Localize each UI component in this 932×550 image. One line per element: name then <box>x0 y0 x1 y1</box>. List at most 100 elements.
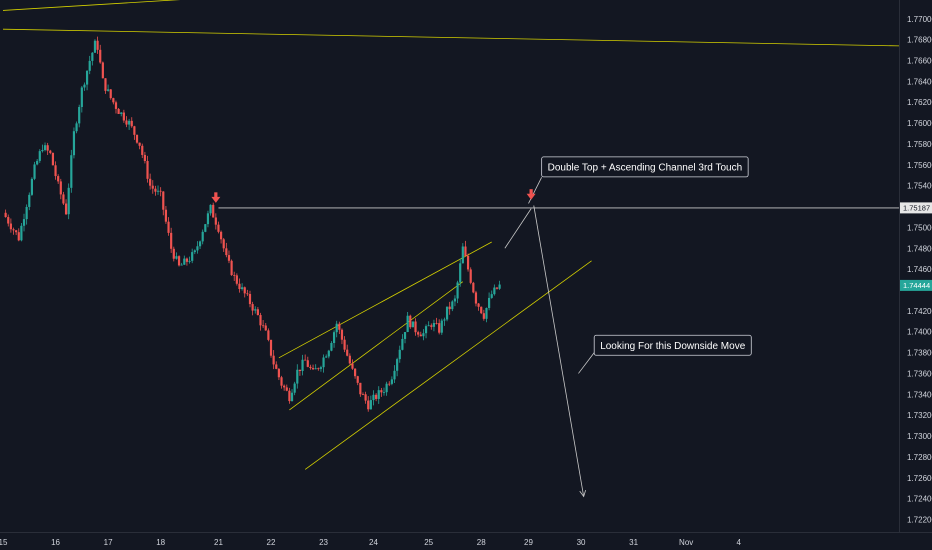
candle[interactable] <box>156 185 160 195</box>
candle[interactable] <box>353 368 357 379</box>
channel-lower-line-4[interactable] <box>304 260 592 470</box>
candle[interactable] <box>283 384 286 391</box>
candle[interactable] <box>330 341 333 352</box>
candle[interactable] <box>75 121 78 134</box>
candle[interactable] <box>83 82 86 91</box>
candle[interactable] <box>17 228 20 242</box>
candle[interactable] <box>477 302 480 311</box>
trendline-line-1[interactable] <box>2 0 345 11</box>
candle[interactable] <box>43 142 47 152</box>
candle[interactable] <box>38 149 41 163</box>
candle[interactable] <box>309 364 312 370</box>
candle[interactable] <box>146 155 149 183</box>
annotation-downside[interactable]: Looking For this Downside Move <box>593 334 752 356</box>
candle[interactable] <box>4 209 7 218</box>
candle[interactable] <box>154 185 157 196</box>
candle[interactable] <box>193 249 196 255</box>
candle[interactable] <box>225 242 228 258</box>
candle[interactable] <box>114 100 118 114</box>
candle[interactable] <box>322 354 325 373</box>
candle[interactable] <box>128 118 131 130</box>
candle[interactable] <box>233 271 236 281</box>
candle[interactable] <box>343 336 346 353</box>
candle[interactable] <box>375 393 378 402</box>
candle[interactable] <box>301 354 304 376</box>
candle[interactable] <box>406 311 409 333</box>
candle[interactable] <box>227 250 231 264</box>
candle[interactable] <box>238 278 241 293</box>
candle[interactable] <box>280 375 283 389</box>
candle[interactable] <box>432 319 436 332</box>
candle[interactable] <box>338 321 341 335</box>
candle[interactable] <box>356 375 359 386</box>
candle[interactable] <box>9 218 12 233</box>
candle[interactable] <box>495 287 499 290</box>
candle[interactable] <box>7 214 10 227</box>
candle[interactable] <box>367 396 370 412</box>
candle[interactable] <box>385 381 388 396</box>
candle[interactable] <box>88 55 91 75</box>
candle[interactable] <box>159 187 162 197</box>
candle[interactable] <box>185 257 189 266</box>
candle[interactable] <box>298 369 302 376</box>
candle[interactable] <box>306 356 309 368</box>
candle[interactable] <box>91 52 94 66</box>
candle[interactable] <box>125 116 128 128</box>
candle[interactable] <box>51 152 55 166</box>
candle[interactable] <box>403 331 407 344</box>
annotation-double-top[interactable]: Double Top + Ascending Channel 3rd Touch <box>541 156 749 178</box>
candle[interactable] <box>435 317 438 325</box>
candle[interactable] <box>175 252 178 260</box>
candle[interactable] <box>304 354 307 361</box>
candle[interactable] <box>319 365 323 372</box>
candle[interactable] <box>72 127 76 159</box>
candle[interactable] <box>440 318 443 335</box>
candle[interactable] <box>36 159 39 166</box>
candle[interactable] <box>151 180 154 194</box>
candle[interactable] <box>243 286 246 298</box>
channel-upper-line-2[interactable] <box>278 241 492 359</box>
projection-line[interactable] <box>533 205 585 497</box>
candle[interactable] <box>487 292 491 311</box>
candle[interactable] <box>78 104 81 128</box>
candle[interactable] <box>451 300 454 312</box>
candle[interactable] <box>62 191 65 206</box>
candle[interactable] <box>167 217 170 236</box>
candle[interactable] <box>180 262 183 266</box>
candle[interactable] <box>443 317 446 326</box>
candle[interactable] <box>246 289 249 296</box>
candle[interactable] <box>359 382 362 397</box>
candle[interactable] <box>135 134 139 144</box>
candle[interactable] <box>149 173 152 190</box>
candle[interactable] <box>183 255 186 265</box>
candle[interactable] <box>267 328 270 342</box>
candle[interactable] <box>285 384 288 392</box>
candle[interactable] <box>117 107 120 114</box>
candle[interactable] <box>340 328 344 345</box>
candle[interactable] <box>288 387 291 404</box>
time-axis[interactable]: 15 16 17 18 21 22 23 24 25 28 29 30 31 Nov 4 <box>0 538 741 547</box>
candle[interactable] <box>254 306 257 314</box>
candle[interactable] <box>107 84 110 92</box>
candle[interactable] <box>54 161 57 180</box>
candle[interactable] <box>59 178 62 200</box>
candle[interactable] <box>422 329 425 341</box>
candle[interactable] <box>290 389 294 402</box>
candle[interactable] <box>461 243 464 264</box>
candle[interactable] <box>30 177 34 196</box>
candle[interactable] <box>424 324 428 339</box>
candle[interactable] <box>417 330 420 338</box>
candle[interactable] <box>70 149 73 193</box>
candle[interactable] <box>96 36 99 54</box>
candle[interactable] <box>93 39 97 53</box>
candle[interactable] <box>398 345 401 363</box>
candle[interactable] <box>380 387 383 397</box>
candle[interactable] <box>427 321 430 327</box>
candle[interactable] <box>198 240 202 250</box>
candle[interactable] <box>325 354 328 358</box>
candle[interactable] <box>49 149 52 155</box>
candle[interactable] <box>256 307 259 316</box>
candle[interactable] <box>474 290 478 307</box>
candle[interactable] <box>20 222 23 242</box>
candle[interactable] <box>317 367 320 371</box>
